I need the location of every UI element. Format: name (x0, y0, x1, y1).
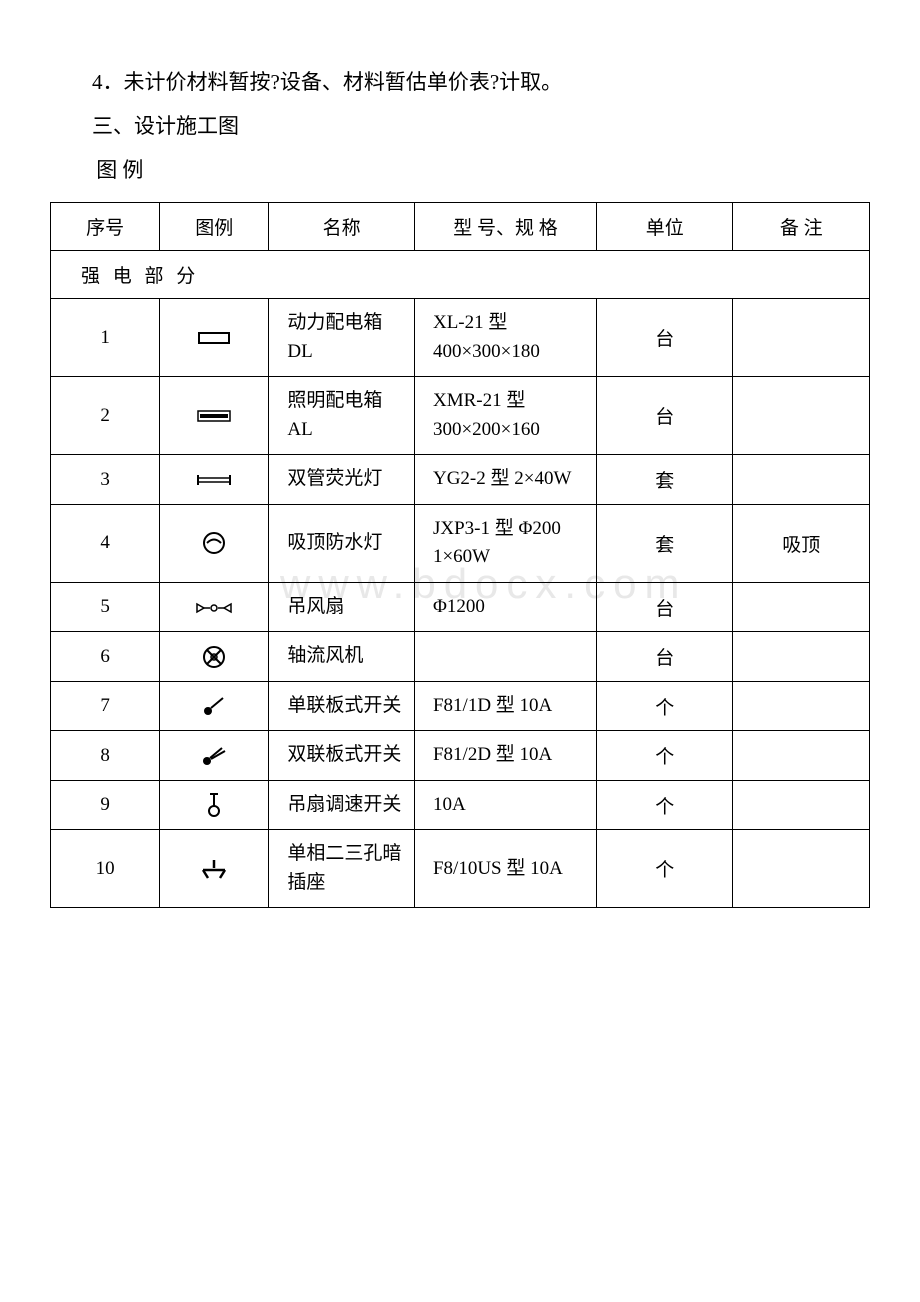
cell-unit: 台 (596, 632, 733, 682)
header-remark: 备 注 (733, 203, 870, 251)
cell-seq: 5 (51, 582, 160, 632)
cell-seq: 10 (51, 830, 160, 908)
cell-unit: 台 (596, 377, 733, 455)
cell-name: 双管荧光灯 (269, 455, 415, 505)
cell-seq: 7 (51, 681, 160, 731)
fan-speed-icon (205, 792, 223, 818)
cell-unit: 个 (596, 830, 733, 908)
cell-icon (160, 582, 269, 632)
paragraph-3: 图 例 (50, 148, 870, 192)
cell-name: 轴流风机 (269, 632, 415, 682)
cell-unit: 个 (596, 681, 733, 731)
paragraph-1: 4．未计价材料暂按?设备、材料暂估单价表?计取。 (50, 60, 870, 104)
cell-remark (733, 455, 870, 505)
section-row: 强 电 部 分 (51, 251, 870, 299)
cell-icon (160, 780, 269, 830)
table-row: 5 吊风扇 Φ1200 台 (51, 582, 870, 632)
cell-name: 单联板式开关 (269, 681, 415, 731)
cell-remark (733, 582, 870, 632)
fluorescent-icon (195, 473, 233, 487)
cell-icon (160, 731, 269, 781)
table-row: 2 照明配电箱 AL XMR-21 型 300×200×160 台 (51, 377, 870, 455)
cell-seq: 3 (51, 455, 160, 505)
socket-icon (199, 858, 229, 880)
cell-icon (160, 632, 269, 682)
cell-remark (733, 731, 870, 781)
switch-double-icon (200, 745, 228, 767)
header-seq: 序号 (51, 203, 160, 251)
cell-name: 照明配电箱 AL (269, 377, 415, 455)
ceiling-fan-icon (194, 600, 234, 616)
rect-outline-icon (196, 330, 232, 346)
cell-seq: 2 (51, 377, 160, 455)
cell-seq: 6 (51, 632, 160, 682)
table-header-row: 序号 图例 名称 型 号、规 格 单位 备 注 (51, 203, 870, 251)
cell-remark (733, 830, 870, 908)
cell-icon (160, 830, 269, 908)
table-row: 7 单联板式开关 F81/1D 型 10A 个 (51, 681, 870, 731)
header-unit: 单位 (596, 203, 733, 251)
paragraph-2: 三、设计施工图 (50, 104, 870, 148)
cell-name: 单相二三孔暗插座 (269, 830, 415, 908)
table-row: 1 动力配电箱 DL XL-21 型 400×300×180 台 (51, 299, 870, 377)
cell-unit: 个 (596, 780, 733, 830)
cell-spec: F81/1D 型 10A (414, 681, 596, 731)
cell-spec: XMR-21 型 300×200×160 (414, 377, 596, 455)
cell-remark (733, 780, 870, 830)
cell-spec: F81/2D 型 10A (414, 731, 596, 781)
cell-name: 吊扇调速开关 (269, 780, 415, 830)
legend-table: 序号 图例 名称 型 号、规 格 单位 备 注 强 电 部 分 1 动力配电箱 … (50, 202, 870, 908)
cell-spec (414, 632, 596, 682)
cell-unit: 套 (596, 455, 733, 505)
cell-icon (160, 299, 269, 377)
table-row: 3 双管荧光灯 YG2-2 型 2×40W 套 (51, 455, 870, 505)
switch-single-icon (201, 695, 227, 717)
cell-icon (160, 455, 269, 505)
ceiling-light-icon (201, 530, 227, 556)
cell-icon (160, 681, 269, 731)
cell-name: 吊风扇 (269, 582, 415, 632)
cell-remark: 吸顶 (733, 504, 870, 582)
cell-icon (160, 504, 269, 582)
section-label: 强 电 部 分 (51, 251, 870, 299)
cell-name: 吸顶防水灯 (269, 504, 415, 582)
cell-unit: 个 (596, 731, 733, 781)
cell-unit: 台 (596, 582, 733, 632)
cell-remark (733, 377, 870, 455)
cell-name: 动力配电箱 DL (269, 299, 415, 377)
header-spec: 型 号、规 格 (414, 203, 596, 251)
axial-fan-icon (201, 644, 227, 670)
cell-seq: 8 (51, 731, 160, 781)
table-row: 4 吸顶防水灯 JXP3-1 型 Φ200 1×60W 套 吸顶 (51, 504, 870, 582)
cell-seq: 1 (51, 299, 160, 377)
cell-unit: 套 (596, 504, 733, 582)
table-row: 10 单相二三孔暗插座 F8/10US 型 10A 个 (51, 830, 870, 908)
cell-icon (160, 377, 269, 455)
header-icon: 图例 (160, 203, 269, 251)
cell-name: 双联板式开关 (269, 731, 415, 781)
cell-remark (733, 632, 870, 682)
cell-remark (733, 299, 870, 377)
cell-unit: 台 (596, 299, 733, 377)
cell-spec: YG2-2 型 2×40W (414, 455, 596, 505)
cell-spec: F8/10US 型 10A (414, 830, 596, 908)
cell-seq: 4 (51, 504, 160, 582)
header-name: 名称 (269, 203, 415, 251)
cell-spec: Φ1200 (414, 582, 596, 632)
table-row: 9 吊扇调速开关 10A 个 (51, 780, 870, 830)
page-container: 4．未计价材料暂按?设备、材料暂估单价表?计取。 三、设计施工图 图 例 www… (50, 60, 870, 908)
cell-spec: 10A (414, 780, 596, 830)
cell-spec: JXP3-1 型 Φ200 1×60W (414, 504, 596, 582)
rect-filled-icon (196, 409, 232, 423)
table-row: 6 轴流风机 台 (51, 632, 870, 682)
cell-spec: XL-21 型 400×300×180 (414, 299, 596, 377)
cell-seq: 9 (51, 780, 160, 830)
cell-remark (733, 681, 870, 731)
table-row: 8 双联板式开关 F81/2D 型 10A 个 (51, 731, 870, 781)
